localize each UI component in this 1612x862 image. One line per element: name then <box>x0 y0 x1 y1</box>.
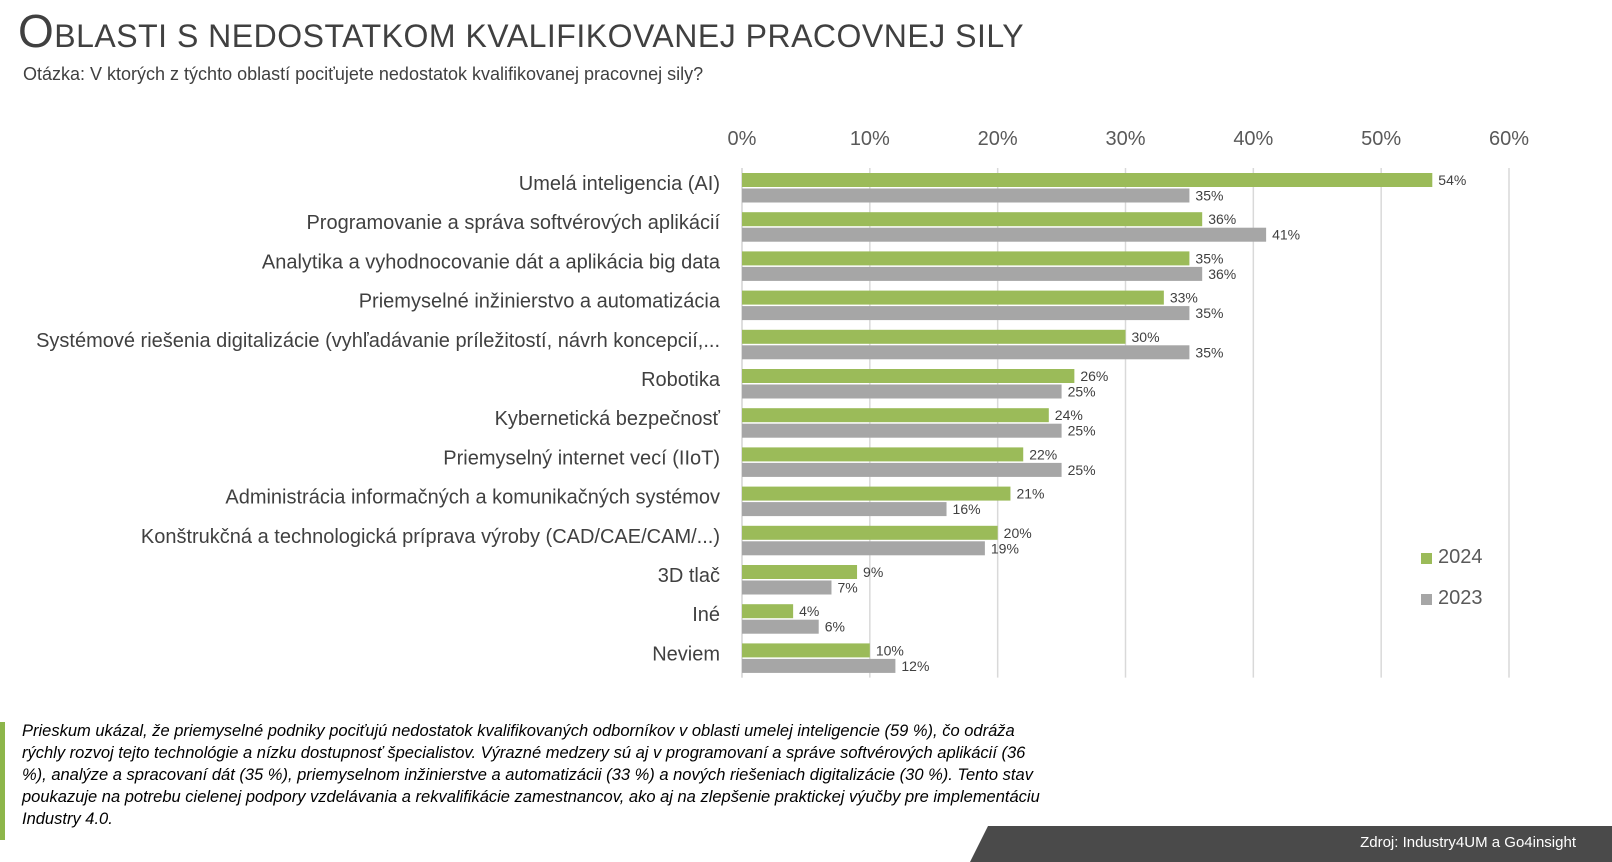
bar-2023 <box>742 188 1190 203</box>
x-tick-label: 20% <box>978 128 1018 150</box>
legend: 2024 2023 <box>1421 546 1483 609</box>
title-initial: O <box>18 5 55 57</box>
data-label-2023: 25% <box>1068 462 1096 478</box>
bar-2023 <box>742 266 1203 281</box>
bar-2023 <box>742 658 896 673</box>
data-label-2024: 26% <box>1080 368 1108 384</box>
data-label-2024: 10% <box>876 642 904 658</box>
bar-2024 <box>742 447 1024 462</box>
bar-2023 <box>742 227 1267 242</box>
title-rest: BLASTI S NEDOSTATKOM KVALIFIKOVANEJ PRAC… <box>54 18 1025 54</box>
bar-2023 <box>742 580 832 595</box>
data-label-2023: 36% <box>1208 266 1236 282</box>
category-label: Konštrukčná a technologická príprava výr… <box>141 526 720 548</box>
x-tick-label: 10% <box>850 128 890 150</box>
bar-2024 <box>742 369 1075 383</box>
bar-2023 <box>742 345 1190 360</box>
data-label-2023: 25% <box>1068 384 1096 400</box>
data-label-2024: 9% <box>863 564 883 580</box>
data-label-2023: 19% <box>991 540 1019 556</box>
data-label-2023: 16% <box>953 501 981 517</box>
data-label-2024: 33% <box>1170 290 1198 306</box>
grid-lines <box>741 168 1510 678</box>
commentary-text: Prieskum ukázal, že priemyselné podniky … <box>22 722 1040 828</box>
data-label-2023: 35% <box>1195 188 1223 204</box>
data-label-2024: 35% <box>1195 250 1223 266</box>
bar-2024 <box>742 290 1164 305</box>
data-label-2023: 41% <box>1272 227 1300 243</box>
data-label-2024: 24% <box>1055 407 1083 423</box>
note-accent-bar <box>0 722 5 840</box>
data-label-2023: 7% <box>837 580 857 596</box>
legend-swatch-2023 <box>1421 594 1432 605</box>
category-label: 3D tlač <box>658 565 720 587</box>
category-label: Neviem <box>652 643 720 665</box>
bar-2023 <box>742 462 1062 477</box>
legend-label-2024: 2024 <box>1438 546 1483 568</box>
legend-label-2023: 2023 <box>1438 587 1483 609</box>
bar-2024 <box>742 565 858 579</box>
bar-2024 <box>742 251 1190 266</box>
category-label: Umelá inteligencia (AI) <box>519 173 720 195</box>
category-label: Iné <box>692 604 720 626</box>
data-label-2023: 35% <box>1195 344 1223 360</box>
data-label-2023: 12% <box>901 658 929 674</box>
data-label-2024: 21% <box>1016 486 1044 502</box>
category-label: Robotika <box>641 369 721 391</box>
x-tick-label: 50% <box>1361 128 1401 150</box>
category-label: Analytika a vyhodnocovanie dát a aplikác… <box>262 251 721 273</box>
bar-2024 <box>742 408 1049 423</box>
chart-question: Otázka: V ktorých z týchto oblastí pociť… <box>23 64 704 84</box>
legend-swatch-2024 <box>1421 553 1432 564</box>
page-title: OBLASTI S NEDOSTATKOM KVALIFIKOVANEJ PRA… <box>18 4 1024 58</box>
data-label-2024: 4% <box>799 603 819 619</box>
x-tick-label: 0% <box>728 128 757 150</box>
category-labels: Umelá inteligencia (AI) Programovanie a s… <box>36 173 721 665</box>
bar-2023 <box>742 384 1062 399</box>
bar-2023 <box>742 423 1062 438</box>
bar-2024 <box>742 486 1011 501</box>
data-label-2024: 20% <box>1004 525 1032 541</box>
bar-chart: 0% 10% 20% 30% 40% 50% 60% 54%35%36%41%35%36%3… <box>36 128 1530 678</box>
bar-2023 <box>742 306 1190 321</box>
bar-2024 <box>742 329 1126 344</box>
data-label-2024: 54% <box>1438 172 1466 188</box>
source-text: Zdroj: Industry4UM a Go4insight <box>1360 834 1576 851</box>
data-label-2023: 25% <box>1068 423 1096 439</box>
bar-2023 <box>742 619 819 634</box>
x-tick-label: 60% <box>1489 128 1529 150</box>
category-label: Administrácia informačných a komunikačný… <box>225 487 720 509</box>
category-label: Kybernetická bezpečnosť <box>495 408 721 430</box>
bar-2024 <box>742 643 870 658</box>
bars: 54%35%36%41%35%36%33%35%30%35%26%25%24%2… <box>742 172 1466 674</box>
category-label: Priemyselný internet vecí (IIoT) <box>443 447 720 469</box>
data-label-2024: 30% <box>1132 329 1160 345</box>
x-tick-label: 40% <box>1233 128 1273 150</box>
bar-2024 <box>742 525 998 540</box>
x-axis-ticks: 0% 10% 20% 30% 40% 50% 60% <box>728 128 1530 150</box>
x-tick-label: 30% <box>1105 128 1145 150</box>
bar-2024 <box>742 212 1203 227</box>
data-label-2023: 35% <box>1195 305 1223 321</box>
category-label: Programovanie a správa softvérových apli… <box>306 212 720 234</box>
bar-2024 <box>742 173 1433 187</box>
category-label: Priemyselné inžinierstvo a automatizácia <box>359 291 721 313</box>
data-label-2024: 22% <box>1029 446 1057 462</box>
bar-2023 <box>742 541 985 556</box>
data-label-2024: 36% <box>1208 211 1236 227</box>
bar-2024 <box>742 604 794 619</box>
bar-2023 <box>742 502 947 517</box>
source-banner: Zdroj: Industry4UM a Go4insight <box>970 826 1612 862</box>
category-label: Systémové riešenia digitalizácie (vyhľad… <box>36 330 720 352</box>
data-label-2023: 6% <box>825 619 845 635</box>
